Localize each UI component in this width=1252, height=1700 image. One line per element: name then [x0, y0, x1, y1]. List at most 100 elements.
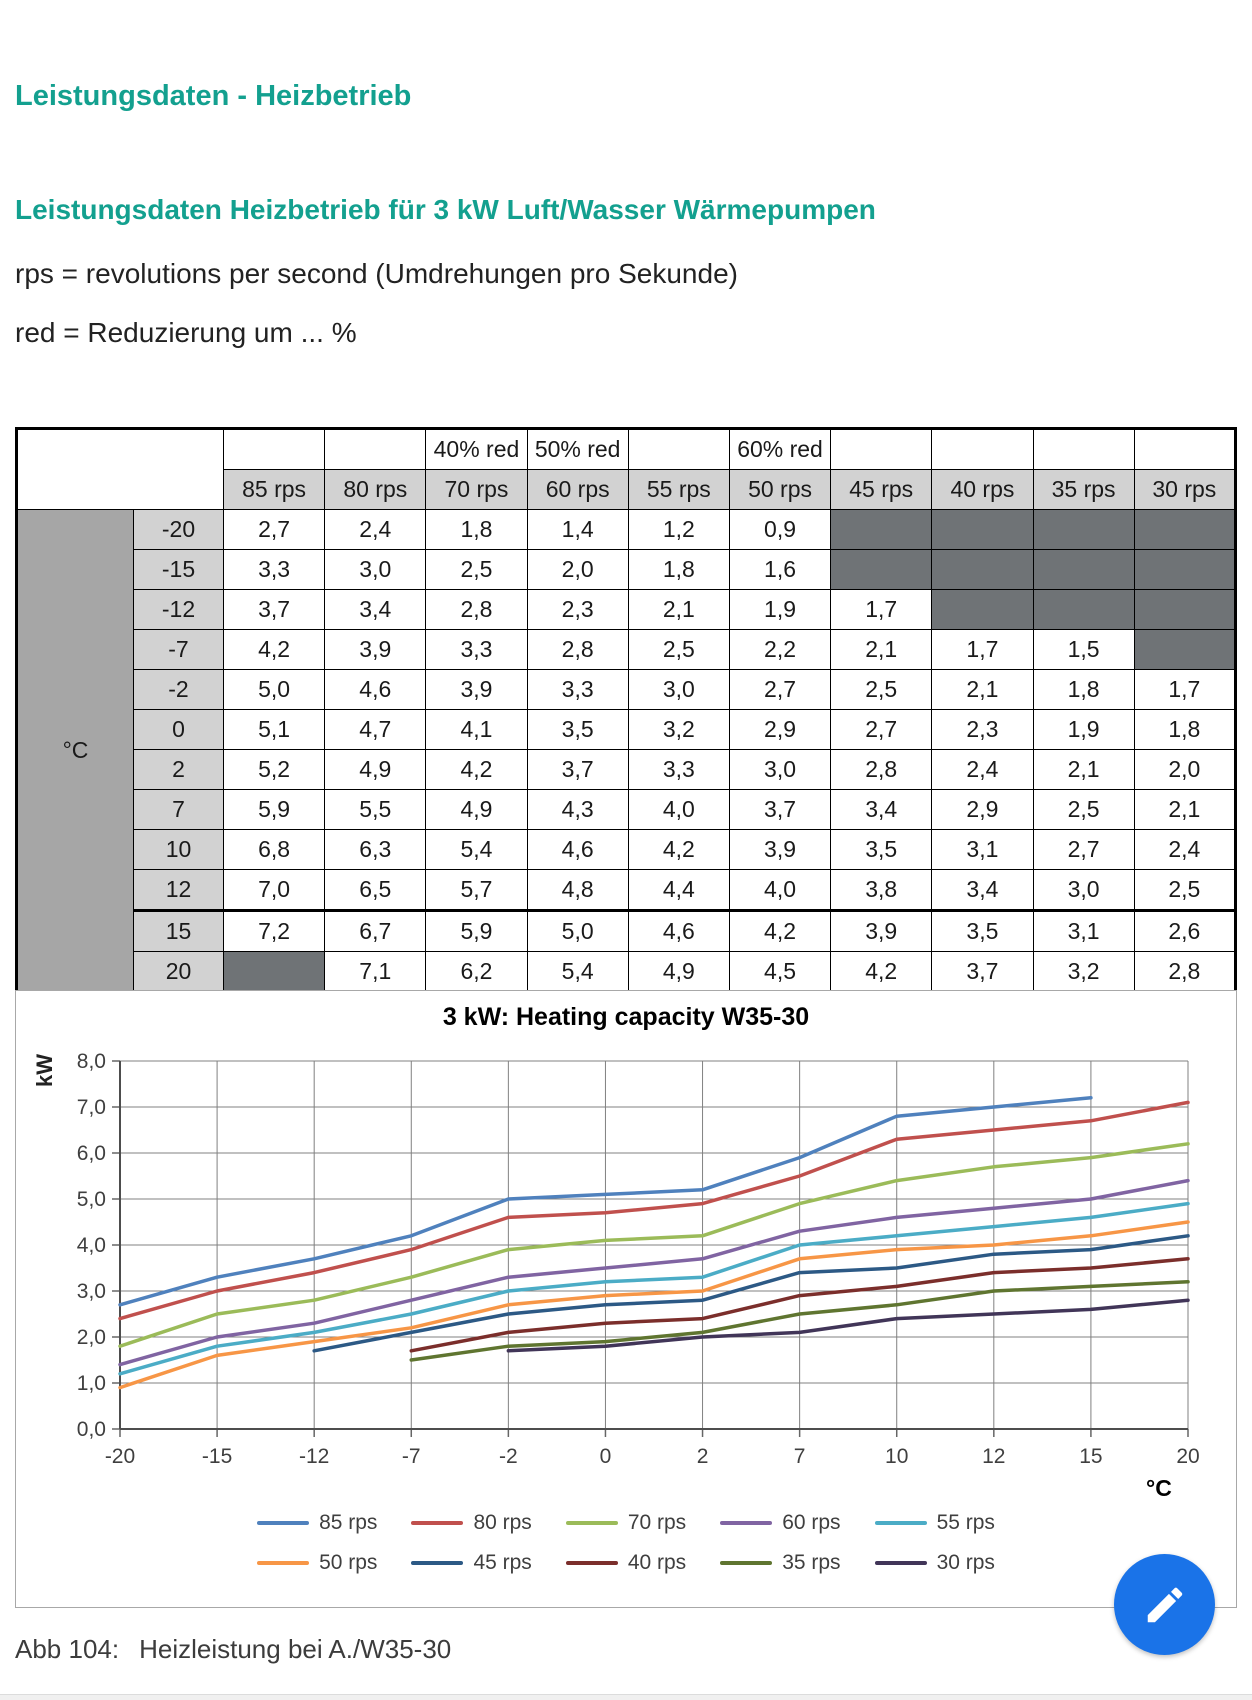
empty-cell [1032, 509, 1135, 550]
empty-cell [830, 549, 933, 590]
legend-item-50-rps: 50 rps [240, 1551, 394, 1575]
x-tick-label: -12 [299, 1445, 329, 1468]
value-cell: 2,9 [728, 709, 832, 750]
figure-caption: Abb 104: Heizleistung bei A./W35-30 [15, 1634, 451, 1665]
legend-item-70-rps: 70 rps [549, 1511, 703, 1535]
value-cell: 1,9 [728, 589, 832, 630]
table-row: 0 5,1 4,7 4,1 3,5 3,2 2,9 2,7 2,3 1,9 1,8 [17, 709, 1237, 750]
series-line-80-rps [118, 1100, 1190, 1321]
value-cell: 2,5 [1133, 869, 1237, 912]
heating-capacity-chart: 3 kW: Heating capacity W35-30 kW 0,0 1,0 2… [15, 990, 1237, 1608]
value-cell: 5,7 [425, 869, 528, 912]
value-cell: 1,8 [425, 509, 528, 550]
value-cell: 5,4 [526, 951, 629, 993]
value-cell: 1,8 [1032, 669, 1135, 710]
value-cell: 6,2 [425, 951, 528, 993]
value-cell: 5,9 [222, 789, 326, 830]
value-cell: 1,5 [1032, 629, 1135, 670]
value-cell: 2,3 [931, 709, 1034, 750]
legend-row: 85 rps 80 rps 70 rps 60 rps 55 rps [16, 1503, 1236, 1543]
value-cell: 3,3 [425, 629, 528, 670]
value-cell: 4,5 [728, 951, 832, 993]
value-cell: 2,8 [1133, 951, 1237, 993]
red-header-cell [222, 428, 326, 470]
legend-item-55-rps: 55 rps [858, 1511, 1012, 1535]
y-tick-label: 8,0 [77, 1050, 106, 1073]
edit-button[interactable] [1114, 1554, 1215, 1655]
x-tick-label: -2 [499, 1445, 518, 1468]
series-line-85-rps [118, 1096, 1093, 1307]
legend-item-45-rps: 45 rps [394, 1551, 548, 1575]
rps-header-cell: 30 rps [1133, 469, 1237, 510]
red-header-cell: 60% red [728, 428, 832, 470]
legend-label: 70 rps [627, 1511, 687, 1534]
unit-cell: °C [16, 509, 134, 993]
value-cell: 4,0 [627, 789, 730, 830]
table-row: 20 7,1 6,2 5,4 4,9 4,5 4,2 3,7 3,2 2,8 [17, 951, 1237, 993]
value-cell: 3,4 [931, 869, 1034, 912]
legend-swatch [565, 1521, 618, 1525]
red-header-cell: 40% red [425, 428, 528, 470]
temperature-cell: 12 [133, 869, 224, 912]
table-row: 12 7,0 6,5 5,7 4,8 4,4 4,0 3,8 3,4 3,0 2,5 [17, 869, 1237, 912]
value-cell: 3,2 [627, 709, 730, 750]
empty-cell [1032, 549, 1135, 590]
table-row: -15 3,3 3,0 2,5 2,0 1,8 1,6 [17, 549, 1237, 590]
value-cell: 3,0 [728, 749, 832, 790]
x-tick-label: 2 [697, 1445, 709, 1468]
note-red: red = Reduzierung um ... % [15, 317, 357, 348]
heating-capacity-table: 40% red 50% red 60% red 85 rps 80 rps 70 rps 6… [15, 427, 1237, 994]
red-header-cell [627, 428, 730, 470]
legend-label: 40 rps [627, 1551, 687, 1574]
table-row: 15 7,2 6,7 5,9 5,0 4,6 4,2 3,9 3,5 3,1 2,6 [17, 910, 1237, 952]
corner-cell [16, 428, 224, 510]
value-cell: 2,1 [627, 589, 730, 630]
value-cell: 0,9 [728, 509, 832, 550]
rps-header-cell: 35 rps [1032, 469, 1135, 510]
value-cell: 3,9 [830, 910, 933, 952]
value-cell: 4,8 [526, 869, 629, 912]
table-row: -2 5,0 4,6 3,9 3,3 3,0 2,7 2,5 2,1 1,8 1,7 [17, 669, 1237, 710]
legend-item-80-rps: 80 rps [394, 1511, 548, 1535]
empty-cell [1133, 589, 1237, 630]
value-cell: 2,5 [1032, 789, 1135, 830]
value-cell: 4,2 [222, 629, 326, 670]
value-cell: 5,0 [526, 910, 629, 952]
value-cell: 1,7 [1133, 669, 1237, 710]
value-cell: 4,9 [627, 951, 730, 993]
page-bottom-divider [0, 1694, 1252, 1700]
table-row-red-header: 40% red 50% red 60% red [16, 428, 1237, 510]
value-cell: 2,9 [931, 789, 1034, 830]
empty-cell [1133, 629, 1237, 670]
value-cell: 2,5 [830, 669, 933, 710]
value-cell: 4,9 [324, 749, 427, 790]
value-cell: 3,7 [931, 951, 1034, 993]
note-rps: rps = revolutions per second (Umdrehunge… [15, 258, 738, 289]
value-cell: 3,2 [1032, 951, 1135, 993]
value-cell: 5,9 [425, 910, 528, 952]
legend-label: 80 rps [473, 1511, 532, 1534]
y-tick-label: 2,0 [77, 1326, 106, 1349]
table-row: 2 5,2 4,9 4,2 3,7 3,3 3,0 2,8 2,4 2,1 2,0 [17, 749, 1237, 790]
temperature-cell: 10 [133, 829, 224, 870]
temperature-cell: -20 [133, 509, 224, 550]
value-cell: 3,4 [830, 789, 933, 830]
value-cell: 2,2 [728, 629, 832, 670]
empty-cell [931, 549, 1034, 590]
temperature-cell: -7 [133, 629, 224, 670]
value-cell: 5,2 [222, 749, 326, 790]
temperature-cell: 20 [133, 951, 224, 993]
x-tick-label: 0 [600, 1445, 612, 1468]
series-line-30-rps [506, 1298, 1190, 1353]
empty-cell [931, 589, 1034, 630]
legend-item-85-rps: 85 rps [240, 1511, 394, 1535]
temperature-cell: 2 [133, 749, 224, 790]
value-cell: 3,1 [1032, 910, 1135, 952]
series-line-35-rps [409, 1280, 1190, 1362]
series-line-70-rps [118, 1142, 1190, 1348]
legend-item-40-rps: 40 rps [549, 1551, 703, 1575]
temperature-cell: 0 [133, 709, 224, 750]
value-cell: 4,9 [425, 789, 528, 830]
legend-label: 85 rps [319, 1511, 378, 1534]
value-cell: 2,7 [728, 669, 832, 710]
